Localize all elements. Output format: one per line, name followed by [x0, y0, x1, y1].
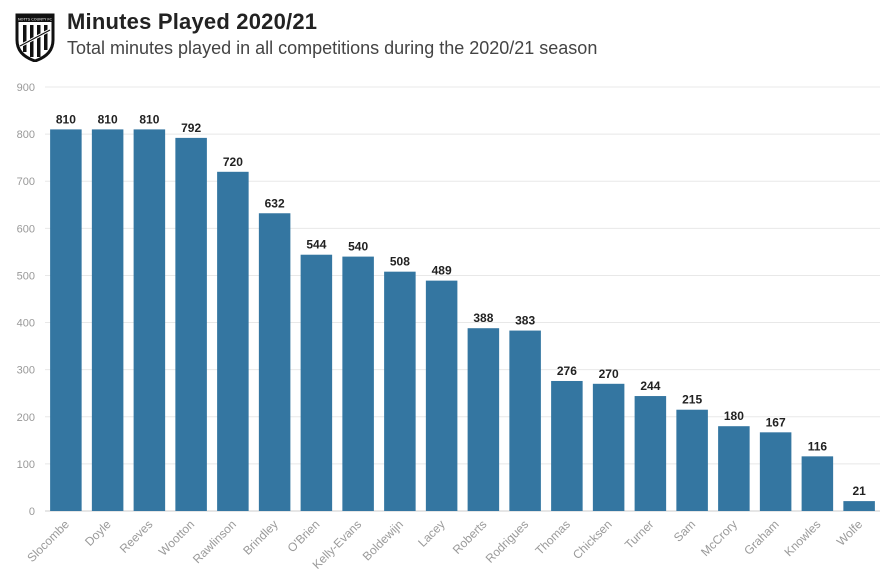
x-tick-label: Thomas [532, 517, 573, 558]
bar[interactable] [133, 129, 166, 511]
x-tick-label: Sam [671, 517, 698, 544]
x-tick-label: Wolfe [834, 517, 866, 549]
bar[interactable] [342, 256, 374, 511]
y-tick-label: 600 [17, 223, 35, 235]
bar[interactable] [801, 456, 834, 511]
x-tick-label: Turner [622, 517, 657, 552]
x-tick-label: Chicksen [570, 517, 615, 562]
x-tick-label: Boldewijn [360, 517, 406, 563]
bar[interactable] [467, 328, 500, 511]
y-tick-label: 200 [17, 412, 35, 424]
x-tick-label: Doyle [82, 517, 114, 549]
data-label: 489 [432, 264, 452, 278]
data-label: 116 [808, 439, 828, 453]
data-label: 244 [640, 379, 660, 393]
data-label: 180 [724, 409, 744, 423]
bar[interactable] [384, 271, 416, 511]
bar[interactable] [592, 383, 625, 511]
y-tick-label: 800 [17, 129, 35, 141]
chart-header: NOTTS COUNTY FC Minutes Played 2020/21 T… [0, 0, 896, 80]
bar[interactable] [258, 213, 291, 511]
data-label: 544 [306, 238, 326, 252]
chart-title: Minutes Played 2020/21 [67, 9, 318, 34]
x-tick-label: O'Brien [285, 517, 323, 555]
x-tick-label: Wootton [156, 517, 197, 558]
data-label: 21 [852, 484, 866, 498]
data-label: 215 [682, 393, 702, 407]
x-tick-label: Rawlinson [190, 517, 239, 566]
data-label: 270 [599, 367, 619, 381]
data-label: 276 [557, 364, 577, 378]
y-tick-label: 400 [17, 318, 35, 330]
y-tick-label: 900 [17, 82, 35, 94]
bar[interactable] [759, 432, 792, 511]
y-axis: 0 100 200 300 400 500 600 700 800 900 [17, 82, 35, 518]
y-tick-label: 0 [29, 506, 35, 518]
data-label: 540 [348, 240, 368, 254]
bars [50, 129, 875, 512]
x-tick-label: Roberts [450, 517, 490, 557]
bar[interactable] [634, 396, 667, 511]
chart-subtitle: Total minutes played in all competitions… [67, 38, 598, 58]
bar[interactable] [91, 129, 124, 511]
y-tick-label: 500 [17, 270, 35, 282]
data-label: 632 [265, 196, 285, 210]
data-label: 167 [766, 415, 786, 429]
x-tick-label: Rodrigues [483, 517, 532, 566]
bar[interactable] [718, 426, 750, 511]
x-tick-label: McCrory [698, 517, 740, 559]
logo-text: NOTTS COUNTY FC [18, 18, 53, 22]
x-tick-label: Reeves [117, 517, 156, 556]
data-labels: 810 810 810 792 720 632 544 540 508 489 388 383 276 2… [56, 112, 866, 498]
bar[interactable] [300, 254, 333, 511]
data-label: 508 [390, 255, 410, 269]
bar[interactable] [551, 380, 583, 511]
bar[interactable] [50, 129, 82, 511]
bar[interactable] [217, 171, 249, 512]
y-tick-label: 100 [17, 459, 35, 471]
data-label: 792 [181, 121, 201, 135]
gridlines [45, 86, 880, 512]
x-tick-label: Brindley [240, 517, 281, 558]
bar[interactable] [676, 409, 708, 511]
data-label: 720 [223, 155, 243, 169]
data-label: 810 [139, 112, 159, 126]
y-tick-label: 300 [17, 365, 35, 377]
bar[interactable] [175, 137, 207, 511]
x-tick-label: Slocombe [24, 517, 72, 565]
x-tick-label: Knowles [782, 517, 824, 559]
data-label: 388 [473, 311, 493, 325]
bar[interactable] [843, 501, 875, 511]
bar[interactable] [509, 330, 541, 511]
x-tick-label: Graham [741, 517, 782, 558]
data-label: 810 [98, 112, 118, 126]
y-tick-label: 700 [17, 176, 35, 188]
data-label: 810 [56, 112, 76, 126]
bar[interactable] [425, 280, 458, 511]
x-tick-label: Lacey [415, 517, 448, 550]
club-crest-logo: NOTTS COUNTY FC [15, 13, 55, 62]
data-label: 383 [515, 314, 535, 328]
